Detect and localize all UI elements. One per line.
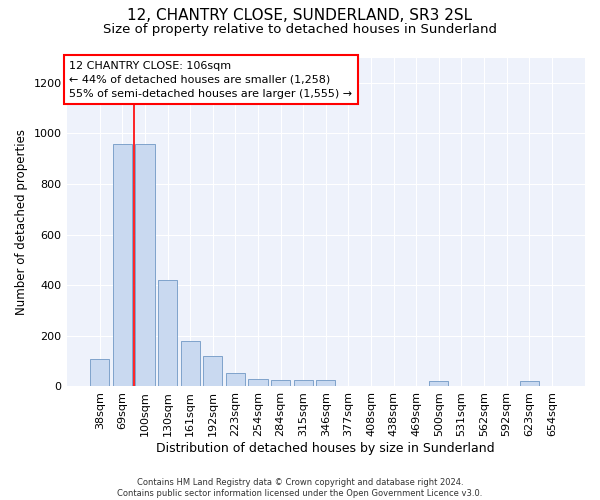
Bar: [203, 356, 223, 386]
Bar: [158, 280, 177, 386]
Text: Size of property relative to detached houses in Sunderland: Size of property relative to detached ho…: [103, 22, 497, 36]
Bar: [226, 372, 245, 386]
Bar: [271, 380, 290, 386]
Bar: [293, 380, 313, 386]
Text: 12 CHANTRY CLOSE: 106sqm
← 44% of detached houses are smaller (1,258)
55% of sem: 12 CHANTRY CLOSE: 106sqm ← 44% of detach…: [69, 61, 352, 99]
Bar: [181, 341, 200, 386]
Bar: [520, 382, 539, 386]
Text: Contains HM Land Registry data © Crown copyright and database right 2024.
Contai: Contains HM Land Registry data © Crown c…: [118, 478, 482, 498]
Bar: [113, 144, 132, 386]
Bar: [90, 358, 109, 386]
Y-axis label: Number of detached properties: Number of detached properties: [15, 129, 28, 315]
Text: 12, CHANTRY CLOSE, SUNDERLAND, SR3 2SL: 12, CHANTRY CLOSE, SUNDERLAND, SR3 2SL: [127, 8, 473, 22]
X-axis label: Distribution of detached houses by size in Sunderland: Distribution of detached houses by size …: [157, 442, 495, 455]
Bar: [316, 380, 335, 386]
Bar: [429, 382, 448, 386]
Bar: [136, 144, 155, 386]
Bar: [248, 379, 268, 386]
